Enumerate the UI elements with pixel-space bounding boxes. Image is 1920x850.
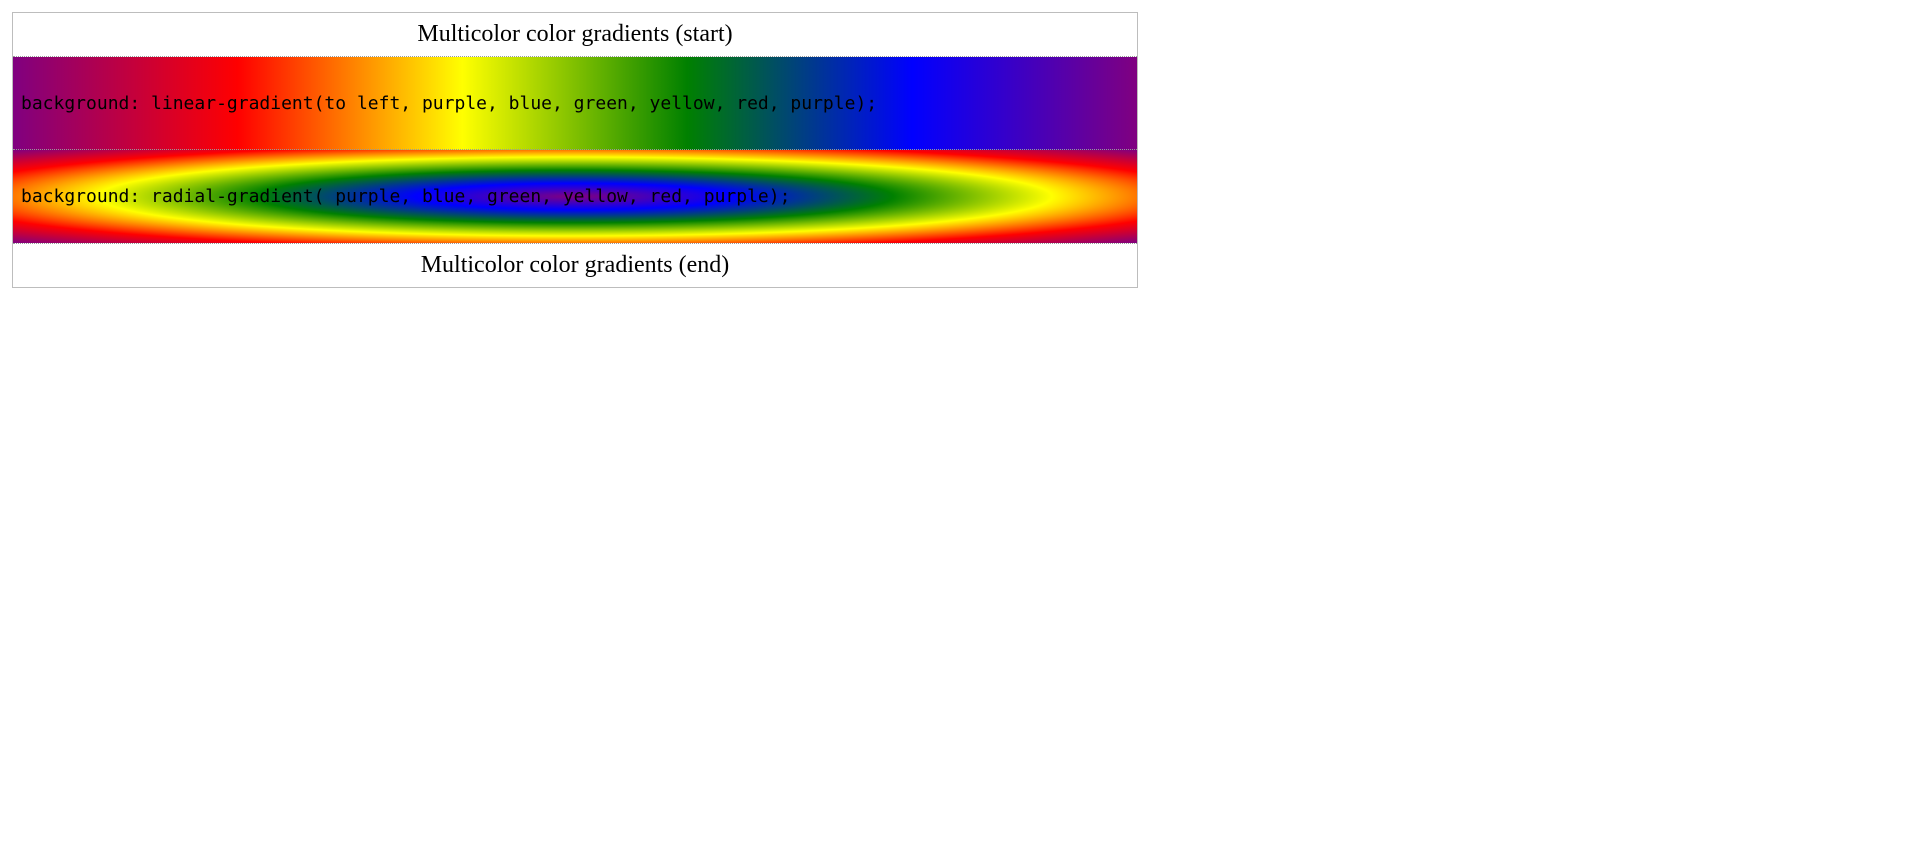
linear-gradient-row: background: linear-gradient(to left, pur… bbox=[13, 57, 1137, 150]
caption-end: Multicolor color gradients (end) bbox=[13, 243, 1137, 287]
gradient-demo-table: Multicolor color gradients (start) backg… bbox=[12, 12, 1138, 288]
caption-start: Multicolor color gradients (start) bbox=[13, 13, 1137, 57]
radial-gradient-row: background: radial-gradient( purple, blu… bbox=[13, 150, 1137, 243]
